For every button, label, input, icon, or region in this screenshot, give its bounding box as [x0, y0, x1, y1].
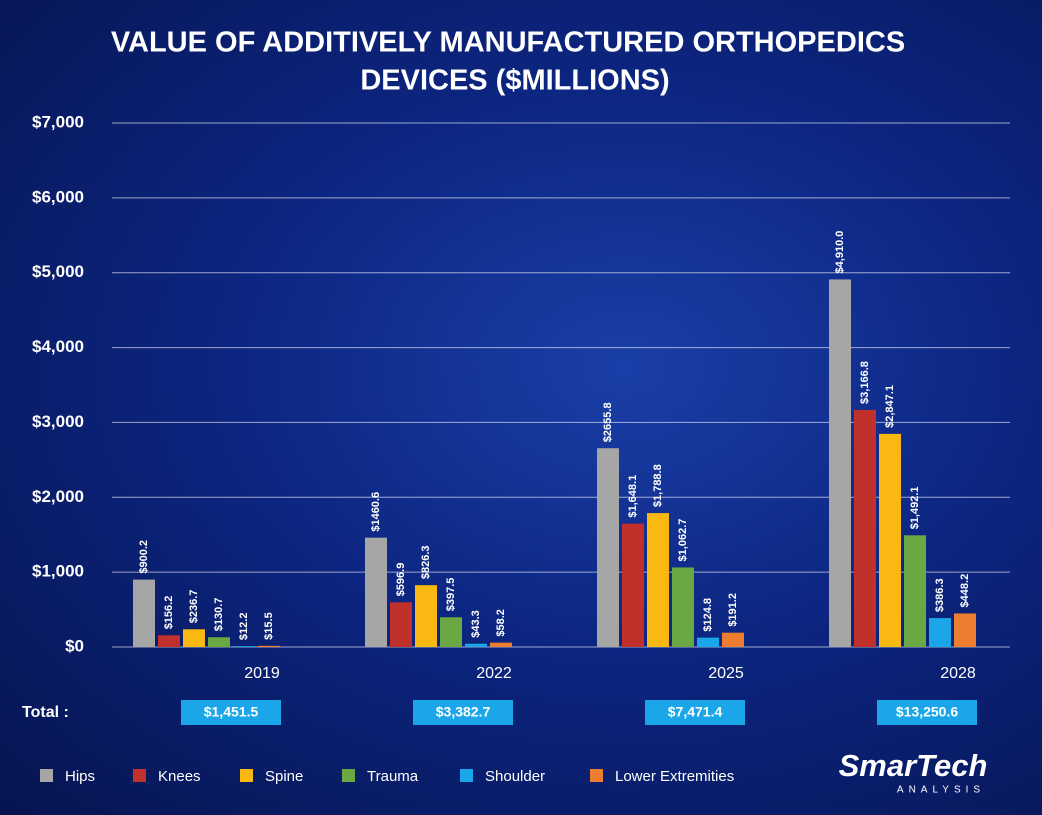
x-tick-label: 2025: [708, 665, 744, 682]
value-label: $124.8: [702, 598, 714, 632]
y-tick-label: $6,000: [32, 187, 84, 206]
legend-swatch: [240, 769, 253, 782]
legend-swatch: [342, 769, 355, 782]
value-label: $156.2: [163, 596, 175, 630]
y-tick-label: $2,000: [32, 487, 84, 506]
value-label: $397.5: [445, 578, 457, 612]
bar: [879, 433, 901, 647]
value-label: $1,788.8: [652, 464, 664, 507]
bar: [697, 637, 719, 647]
bar: [672, 567, 694, 647]
bar: [133, 579, 155, 647]
bar: [415, 585, 437, 647]
legend-label: Knees: [158, 768, 201, 785]
bar: [258, 645, 280, 647]
x-tick-label: 2019: [244, 665, 280, 682]
value-label: $191.2: [727, 593, 739, 627]
value-label: $386.3: [934, 578, 946, 612]
value-label: $236.7: [188, 590, 200, 624]
bar: [465, 643, 487, 647]
legend-label: Shoulder: [485, 768, 545, 785]
value-label: $15.5: [263, 612, 275, 640]
value-label: $12.2: [238, 613, 250, 641]
bar: [929, 618, 951, 647]
bar: [440, 617, 462, 647]
value-label: $1,492.1: [909, 486, 921, 529]
x-tick-label: 2028: [940, 665, 976, 682]
totals-label: Total :: [22, 704, 69, 721]
legend-swatch: [460, 769, 473, 782]
bar: [233, 646, 255, 647]
bar: [390, 602, 412, 647]
y-tick-label: $5,000: [32, 262, 84, 281]
value-label: $900.2: [138, 540, 150, 574]
value-label: $826.3: [420, 545, 432, 579]
bar: [158, 635, 180, 647]
bar: [647, 513, 669, 647]
y-tick-label: $3,000: [32, 412, 84, 431]
y-tick-label: $7,000: [32, 112, 84, 131]
bar: [722, 632, 744, 647]
value-label: $4,910.0: [834, 231, 846, 274]
value-label: $448.2: [959, 574, 971, 608]
logo-name: SmarTech: [839, 748, 988, 783]
value-label: $2,847.1: [884, 385, 896, 428]
total-value: $13,250.6: [896, 704, 958, 720]
bar: [183, 629, 205, 647]
logo-sub: ANALYSIS: [897, 785, 985, 796]
y-tick-label: $4,000: [32, 337, 84, 356]
value-label: $1,648.1: [627, 475, 639, 518]
total-box: [645, 700, 745, 725]
total-box: [413, 700, 513, 725]
bar: [854, 409, 876, 647]
bar: [208, 637, 230, 647]
total-box: [877, 700, 977, 725]
value-label: $1460.6: [370, 492, 382, 532]
value-label: $596.9: [395, 563, 407, 597]
legend-swatch: [590, 769, 603, 782]
legend-label: Trauma: [367, 768, 419, 785]
chart-title: VALUE OF ADDITIVELY MANUFACTURED ORTHOPE…: [111, 27, 905, 59]
legend-label: Spine: [265, 768, 303, 785]
total-value: $7,471.4: [668, 704, 723, 720]
value-label: $130.7: [213, 598, 225, 632]
legend-swatch: [133, 769, 146, 782]
value-label: $43.3: [470, 610, 482, 638]
legend-swatch: [40, 769, 53, 782]
bar: [490, 642, 512, 647]
bar: [954, 613, 976, 647]
y-tick-label: $0: [65, 636, 84, 655]
value-label: $1,062.7: [677, 519, 689, 562]
bar: [622, 523, 644, 647]
value-label: $3,166.8: [859, 361, 871, 404]
total-value: $3,382.7: [436, 704, 491, 720]
legend-label: Hips: [65, 768, 95, 785]
chart-title: DEVICES ($MILLIONS): [360, 65, 669, 97]
bar: [829, 279, 851, 647]
y-tick-label: $1,000: [32, 562, 84, 581]
bar: [597, 448, 619, 647]
legend-label: Lower Extremities: [615, 768, 734, 785]
bar: [904, 535, 926, 647]
x-tick-label: 2022: [476, 665, 512, 682]
bar: [365, 537, 387, 647]
total-box: [181, 700, 281, 725]
value-label: $2655.8: [602, 402, 614, 442]
total-value: $1,451.5: [204, 704, 259, 720]
value-label: $58.2: [495, 609, 507, 637]
